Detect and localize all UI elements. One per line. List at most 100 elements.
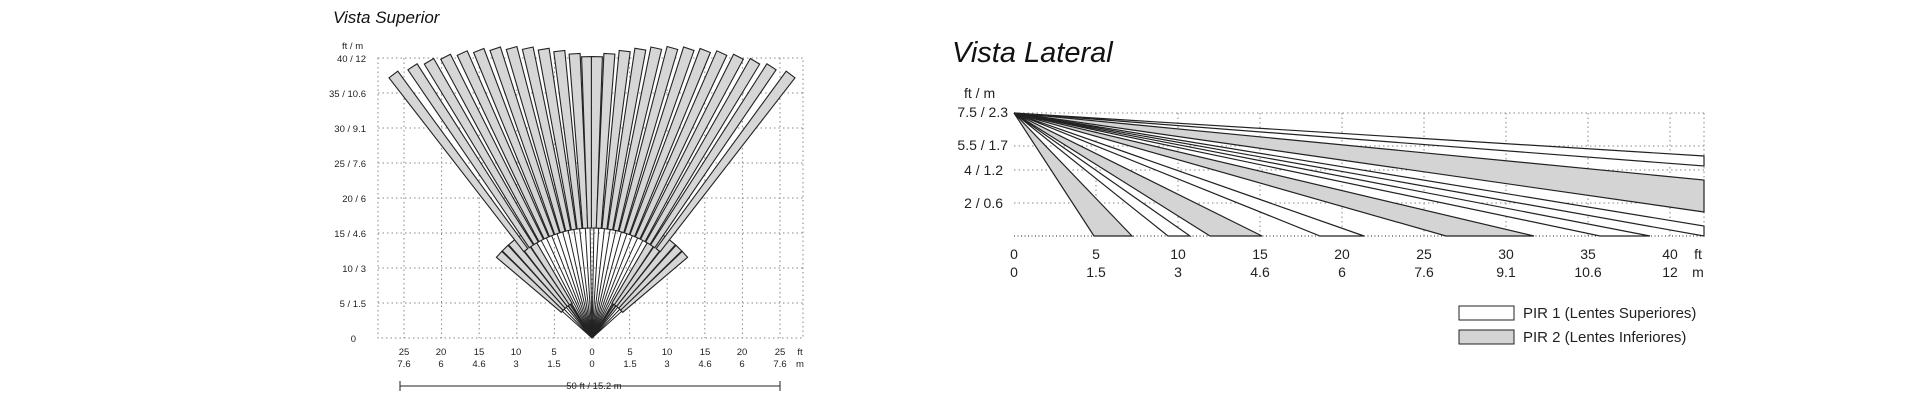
- top-beam-ray: [562, 231, 593, 339]
- top-x-tick-ft: 20: [436, 347, 447, 358]
- top-beam-ray: [573, 229, 593, 339]
- top-beam-ray: [540, 240, 593, 339]
- top-x-tick-ft: 5: [551, 347, 556, 358]
- top-beam-ray: [591, 228, 605, 339]
- side-view-y-ticks: 7.5 / 2.3 5.5 / 1.7 4 / 1.2 2 / 0.6: [957, 104, 1008, 211]
- top-x-tick-m: 7.6: [397, 359, 410, 370]
- top-x-tick-m: 0: [589, 359, 594, 370]
- top-beam-long: [634, 50, 728, 240]
- side-x-tick-m: 12: [1662, 264, 1678, 280]
- side-x-tick-m: 4.6: [1250, 264, 1270, 280]
- top-x-tick-ft: 25: [399, 347, 410, 358]
- top-x-tick-ft: 25: [775, 347, 786, 358]
- top-view-y-ticks: 40 / 12 35 / 10.6 30 / 9.1 25 / 7.6 20 /…: [329, 54, 366, 345]
- top-y-tick: 35 / 10.6: [329, 89, 366, 100]
- side-beam-pir2: [1013, 112, 1705, 213]
- side-beam-pir1: [1013, 112, 1651, 237]
- top-beam-long: [607, 47, 647, 231]
- top-beam-ray: [591, 230, 617, 339]
- side-x-tick-m: 10.6: [1574, 264, 1601, 280]
- top-x-tick-m: 1.5: [623, 359, 636, 370]
- side-x-tick-m: 9.1: [1496, 264, 1516, 280]
- side-beam-pir1: [1013, 112, 1705, 167]
- top-y-tick: 0: [351, 334, 356, 345]
- side-x-tick-ft: 30: [1498, 246, 1514, 262]
- top-beam-ray: [591, 235, 633, 339]
- side-x-tick-m: 6: [1338, 264, 1346, 280]
- side-beam-pir1: [1013, 112, 1705, 237]
- side-beam-pir1: [1013, 112, 1365, 237]
- side-y-tick: 5.5 / 1.7: [957, 137, 1008, 153]
- side-beam-pir2: [1013, 112, 1535, 237]
- top-y-tick: 10 / 3: [342, 264, 366, 275]
- top-view-title: Vista Superior: [333, 8, 441, 27]
- top-x-tick-m: 3: [513, 359, 518, 370]
- top-beam-ray: [591, 233, 628, 339]
- top-x-tick-ft: 10: [511, 347, 522, 358]
- top-beam-long: [423, 57, 540, 246]
- side-view-x-ticks: 0 5 10 15 20 25 30 35 40 ft 0 1.5 3 4.6 …: [1010, 246, 1704, 280]
- side-x-tick-m: 1.5: [1086, 264, 1106, 280]
- legend-swatch-pir1: [1458, 305, 1515, 321]
- side-beam-pir2: [1013, 112, 1263, 237]
- top-beam-long: [649, 63, 777, 249]
- top-beam-long: [618, 45, 679, 234]
- legend-label-pir2: PIR 2 (Lentes Inferiores): [1523, 329, 1686, 346]
- top-beam-long: [489, 46, 561, 236]
- width-dimension-label: 50 ft / 15.2 m: [566, 381, 622, 392]
- top-x-tick-ft: 0: [589, 347, 594, 358]
- top-x-tick-ft: 10: [662, 347, 673, 358]
- top-x-tick-ft: 5: [627, 347, 632, 358]
- top-beam-long: [644, 57, 761, 246]
- top-x-tick-m: 4.6: [698, 359, 711, 370]
- side-y-tick: 4 / 1.2: [964, 162, 1003, 178]
- top-beam-long: [590, 56, 603, 229]
- legend-swatch-pir2: [1458, 329, 1515, 345]
- top-y-tick: 20 / 6: [342, 194, 366, 205]
- top-x-tick-ft: 15: [474, 347, 485, 358]
- side-view: Vista Lateral ft / m 7.5 / 2.3 5.5 / 1.7…: [952, 37, 1705, 346]
- top-beam-long: [472, 47, 555, 238]
- top-y-tick: 25 / 7.6: [334, 159, 366, 170]
- top-beam-long: [639, 53, 745, 243]
- top-beam-short: [619, 250, 689, 314]
- top-beam-ray: [591, 229, 611, 339]
- side-x-unit-ft: ft: [1694, 246, 1702, 262]
- top-beam-short: [501, 244, 567, 312]
- legend-item-pir1: PIR 1 (Lentes Superiores): [1458, 305, 1696, 322]
- side-x-tick-m: 7.6: [1414, 264, 1434, 280]
- top-beam-ray: [551, 235, 593, 339]
- side-x-tick-ft: 25: [1416, 246, 1432, 262]
- top-x-tick-m: 6: [438, 359, 443, 370]
- side-x-tick-m: 3: [1174, 264, 1182, 280]
- side-x-tick-ft: 40: [1662, 246, 1678, 262]
- top-beam-short: [615, 238, 677, 310]
- side-x-tick-ft: 5: [1092, 246, 1100, 262]
- top-beam-ray: [584, 228, 593, 339]
- top-beam-long: [612, 46, 663, 232]
- top-beam-long: [568, 52, 589, 229]
- top-beam-long: [521, 46, 572, 232]
- side-y-tick: 2 / 0.6: [964, 195, 1003, 211]
- top-beam-short: [617, 244, 683, 312]
- top-beam-long: [505, 45, 566, 234]
- top-beam-ray: [556, 233, 593, 339]
- top-view-beams: [388, 45, 796, 339]
- top-x-tick-ft: 20: [737, 347, 748, 358]
- top-x-tick-m: 6: [739, 359, 744, 370]
- top-x-tick-ft: 15: [700, 347, 711, 358]
- side-view-unit-label: ft / m: [964, 85, 995, 101]
- top-beam-long: [623, 46, 695, 236]
- legend-label-pir1: PIR 1 (Lentes Superiores): [1523, 305, 1696, 322]
- top-beam-ray: [579, 228, 593, 339]
- top-view-unit-label: ft / m: [342, 41, 363, 52]
- top-beam-ray: [570, 303, 593, 339]
- top-x-unit-ft: ft: [797, 347, 803, 358]
- side-beam-pir1: [1013, 112, 1192, 237]
- side-x-tick-ft: 15: [1252, 246, 1268, 262]
- top-view-width-dimension: 50 ft / 15.2 m: [399, 381, 781, 392]
- top-beam-ray: [567, 230, 593, 339]
- top-x-tick-m: 3: [664, 359, 669, 370]
- side-x-tick-ft: 10: [1170, 246, 1186, 262]
